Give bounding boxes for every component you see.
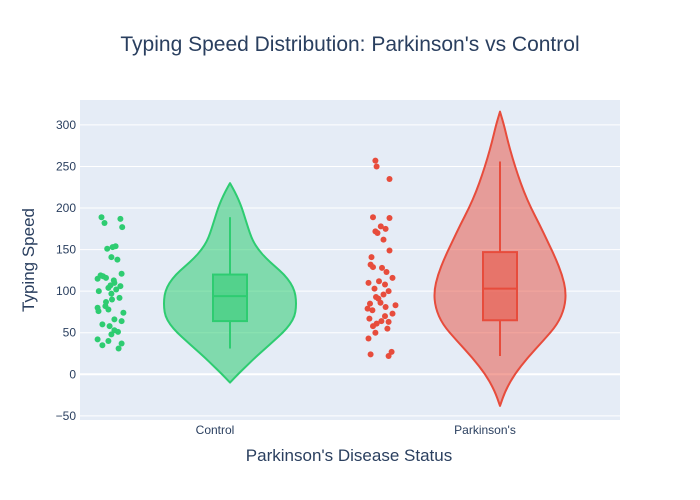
data-point xyxy=(371,285,378,292)
data-point xyxy=(98,214,105,221)
y-tick-label: 0 xyxy=(69,367,76,381)
data-point xyxy=(108,290,115,297)
data-point xyxy=(386,215,393,222)
data-point xyxy=(382,281,388,288)
data-point xyxy=(383,269,390,276)
data-point xyxy=(114,256,121,263)
data-point xyxy=(111,316,118,323)
data-point xyxy=(117,215,124,222)
data-point xyxy=(101,220,108,227)
data-point xyxy=(104,245,111,252)
data-point xyxy=(116,294,123,301)
data-point xyxy=(113,286,120,293)
data-point xyxy=(108,331,115,338)
x-axis-title: Parkinson's Disease Status xyxy=(246,446,452,465)
data-point xyxy=(105,306,112,313)
violin-group xyxy=(364,110,567,407)
data-point xyxy=(118,318,125,325)
data-point xyxy=(368,254,375,261)
data-point xyxy=(115,328,121,335)
data-point xyxy=(382,225,389,232)
data-point xyxy=(377,299,384,306)
data-point xyxy=(95,308,102,315)
data-point xyxy=(389,310,396,317)
data-point xyxy=(382,313,388,320)
data-point xyxy=(372,157,379,164)
y-tick-label: 200 xyxy=(56,201,76,215)
box xyxy=(482,251,518,322)
data-point xyxy=(109,296,115,303)
chart-title: Typing Speed Distribution: Parkinson's v… xyxy=(120,33,579,56)
data-point xyxy=(392,302,399,309)
data-point xyxy=(373,163,380,170)
data-point xyxy=(117,283,124,290)
data-point xyxy=(366,315,373,322)
data-point xyxy=(109,244,116,251)
data-point xyxy=(377,223,384,230)
data-point xyxy=(120,309,127,316)
data-point xyxy=(367,300,373,307)
data-point xyxy=(119,224,126,231)
box xyxy=(212,273,248,323)
x-tick-label: Parkinson's xyxy=(454,423,516,437)
data-point xyxy=(108,254,115,261)
data-point xyxy=(99,342,106,349)
data-point xyxy=(94,336,101,343)
data-point xyxy=(372,329,379,336)
data-point xyxy=(118,340,125,347)
data-point xyxy=(103,274,109,281)
data-point xyxy=(385,318,392,325)
y-tick-labels: −50 0 50 100 150 200 250 300 xyxy=(56,118,77,423)
data-point xyxy=(99,321,106,328)
violins xyxy=(94,110,567,407)
data-point xyxy=(389,274,396,281)
data-point xyxy=(369,307,376,314)
data-point xyxy=(384,325,391,332)
data-point xyxy=(388,348,395,355)
x-tick-label: Control xyxy=(196,423,235,437)
data-point xyxy=(365,279,372,286)
data-point xyxy=(118,270,125,277)
data-point xyxy=(380,291,387,298)
data-point xyxy=(367,351,374,358)
y-tick-label: −50 xyxy=(56,409,77,423)
data-point xyxy=(379,264,385,271)
data-point xyxy=(94,275,101,282)
data-point xyxy=(385,288,392,295)
x-tick-labels: Control Parkinson's xyxy=(196,423,516,437)
data-point xyxy=(105,284,112,291)
data-point xyxy=(386,247,393,254)
data-point xyxy=(380,236,387,243)
y-tick-label: 50 xyxy=(63,326,77,340)
data-point xyxy=(364,305,371,312)
data-point xyxy=(386,175,393,182)
data-point xyxy=(370,264,376,271)
y-tick-label: 100 xyxy=(56,284,76,298)
data-point xyxy=(365,335,372,342)
data-point xyxy=(385,353,392,359)
data-point xyxy=(105,338,112,345)
data-point xyxy=(376,278,382,285)
data-point xyxy=(370,323,376,330)
y-tick-label: 300 xyxy=(56,118,76,132)
data-point xyxy=(95,288,102,295)
data-point xyxy=(115,345,122,352)
data-point xyxy=(382,303,389,310)
data-point xyxy=(374,229,381,236)
data-point xyxy=(370,214,376,221)
y-axis-title: Typing Speed xyxy=(19,208,38,312)
y-tick-label: 150 xyxy=(56,243,76,257)
y-tick-label: 250 xyxy=(56,159,76,173)
data-point xyxy=(106,323,113,330)
violin-group xyxy=(94,182,297,384)
data-point xyxy=(378,318,385,325)
